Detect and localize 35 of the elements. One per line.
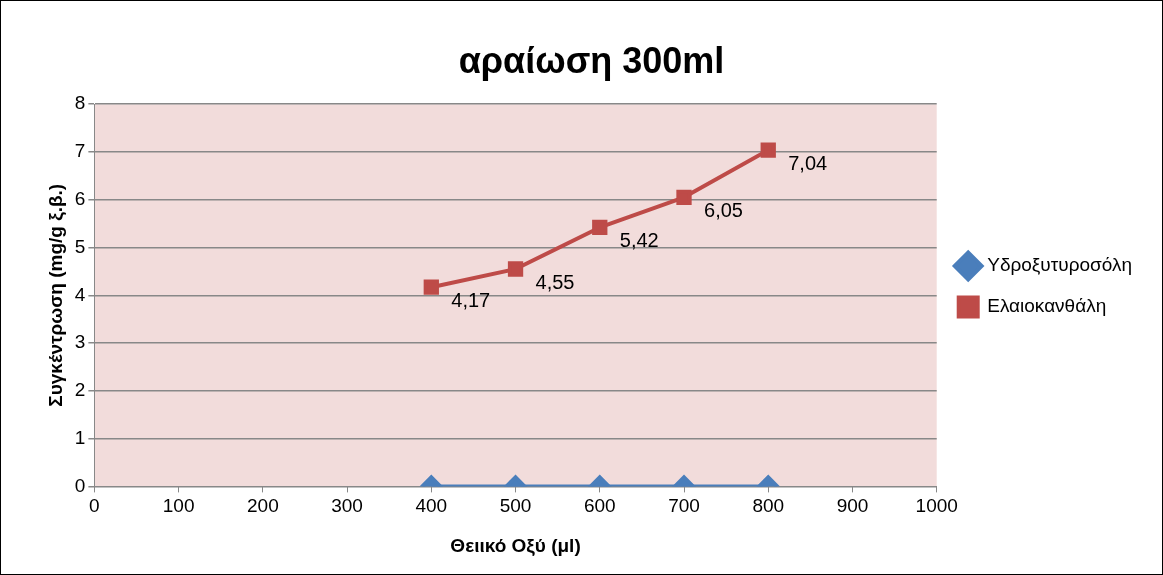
point bbox=[676, 189, 692, 206]
point bbox=[592, 219, 608, 236]
x-tick-label: 300 bbox=[331, 495, 363, 517]
x-tick-label: 400 bbox=[415, 495, 448, 517]
y-tick-label: 5 bbox=[74, 235, 86, 257]
y-tick-label: 0 bbox=[74, 474, 86, 496]
x-tick-label: 800 bbox=[752, 495, 785, 517]
data-label: 4,17 bbox=[451, 288, 491, 311]
legend-label: Ελαιοκανθάλη bbox=[987, 295, 1107, 317]
data-label: 6,05 bbox=[704, 198, 743, 221]
chart-title: αραίωση 300ml bbox=[458, 39, 725, 81]
y-tick-label: 8 bbox=[74, 92, 86, 114]
y-tick-label: 6 bbox=[74, 187, 86, 209]
x-tick-label: 900 bbox=[836, 495, 869, 517]
data-label: 5,42 bbox=[619, 228, 659, 251]
x-tick-label: 100 bbox=[162, 495, 195, 517]
y-tick-label: 7 bbox=[74, 140, 86, 162]
x-tick-label: 1000 bbox=[915, 495, 958, 517]
x-tick-label: 0 bbox=[89, 495, 100, 517]
y-tick-label: 1 bbox=[74, 426, 86, 448]
x-tick-label: 200 bbox=[246, 495, 279, 517]
data-label: 4,55 bbox=[535, 270, 575, 293]
legend-label: Υδροξυτυροσόλη bbox=[987, 254, 1133, 276]
y-tick-label: 3 bbox=[74, 331, 86, 353]
y-tick-label: 2 bbox=[74, 379, 86, 401]
y-axis-title: Συγκέντρωση (mg/g ξ.β.) bbox=[44, 183, 67, 407]
x-tick-label: 600 bbox=[583, 495, 616, 517]
data-label: 7,04 bbox=[788, 151, 828, 174]
point bbox=[507, 261, 524, 277]
point bbox=[760, 142, 776, 158]
x-tick-label: 500 bbox=[499, 495, 532, 517]
point bbox=[423, 279, 439, 295]
x-axis-title: Θειικό Οξύ (μl) bbox=[450, 534, 581, 557]
y-tick-label: 4 bbox=[74, 283, 86, 305]
x-tick-label: 700 bbox=[668, 495, 700, 517]
